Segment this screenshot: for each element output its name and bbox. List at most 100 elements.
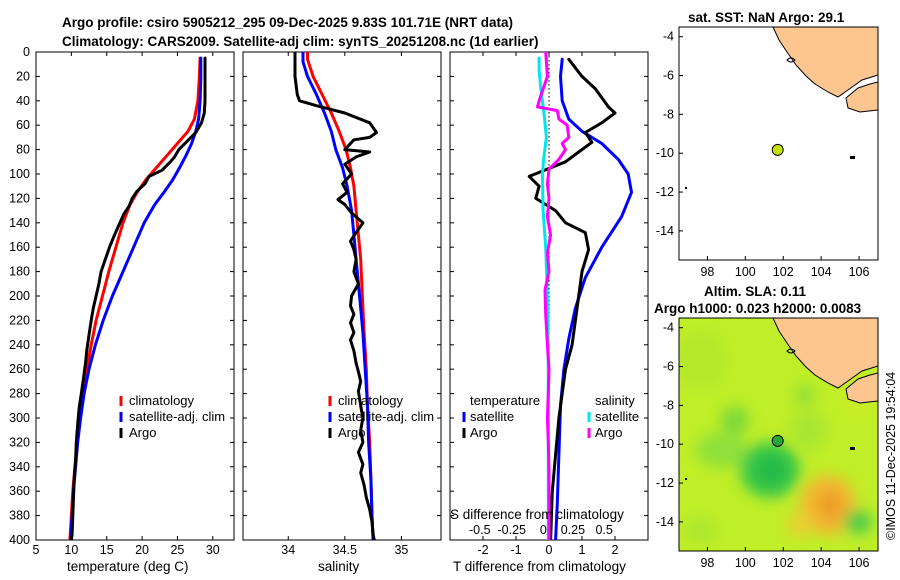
depth-tick-label: 160 (9, 240, 30, 254)
sst-map-frame (678, 26, 879, 261)
series-line-salinity-argo (536, 52, 571, 540)
depth-tick-label: 140 (9, 216, 30, 230)
x-tick-label: 25 (170, 543, 184, 557)
lat-tick-label: -6 (663, 360, 674, 374)
cocos-island (685, 187, 687, 189)
x-tick-label: 20 (135, 543, 149, 557)
depth-tick-label: 280 (9, 387, 30, 401)
lat-tick-label: -10 (656, 437, 674, 451)
salinity-legend: climatology satellite-adj. clim Argo (328, 393, 434, 440)
x-tick-label: 30 (206, 543, 220, 557)
lat-tick-label: -12 (656, 476, 674, 490)
x-tick-label: 35 (394, 543, 408, 557)
depth-tick-label: 300 (9, 411, 30, 425)
lat-tick-label: -4 (663, 321, 674, 335)
lat-tick-label: -12 (656, 185, 674, 199)
map2-title-line1: Altim. SLA: 0.11 (704, 284, 807, 299)
lat-tick-label: -6 (663, 69, 674, 83)
series-line-temperature-argo (527, 57, 617, 540)
x-tick-label: 10 (64, 543, 78, 557)
x-tick-label: 15 (100, 543, 114, 557)
series-line-argo (69, 56, 207, 540)
lat-tick-label: -14 (656, 224, 674, 238)
depth-tick-label: 200 (9, 289, 30, 303)
legend-argo: Argo (338, 425, 365, 440)
x-tick-label: 34.5 (333, 543, 357, 557)
temperature-panel: 0 20 40 60 80 100 120 140 160 180 200 220 240 260 280 3… (9, 45, 235, 574)
depth-tick-labels: 0 20 40 60 80 100 120 140 160 180 200 220 240 260 280 3… (9, 45, 234, 547)
depth-tick-label: 120 (9, 191, 30, 205)
depth-tick-label: 180 (9, 265, 30, 279)
lon-tick-label: 106 (849, 556, 870, 570)
lon-tick-label: 106 (849, 265, 870, 279)
x-tick-label: -1 (510, 543, 521, 557)
cocos-island (685, 478, 687, 480)
sst-map: 98 100 102 104 106 -4 -6 -8 -10 -12 -14 (656, 26, 879, 279)
lon-tick-label: 98 (700, 556, 714, 570)
lat-tick-label: -14 (656, 515, 674, 529)
depth-tick-label: 40 (16, 94, 30, 108)
sumatra-land (772, 318, 878, 389)
lon-tick-label: 104 (811, 556, 832, 570)
depth-tick-label: 340 (9, 460, 30, 474)
depth-tick-label: 220 (9, 313, 30, 327)
salinity-lines (293, 52, 378, 540)
lat-tick-label: -8 (663, 107, 674, 121)
depth-tick-label: 320 (9, 435, 30, 449)
salinity-y-ticks (243, 51, 441, 541)
lon-tick-label: 100 (735, 265, 756, 279)
temperature-axes-box (35, 51, 235, 541)
salinity-x-ticks: 34 34.5 35 (281, 52, 408, 557)
legend-temperature-header: temperature (470, 393, 540, 408)
sumatra-land (772, 27, 878, 98)
lon-tick-label: 104 (811, 265, 832, 279)
map2-title-line2: Argo h1000: 0.023 h2000: 0.0083 (654, 301, 862, 316)
legend-argo: Argo (129, 425, 156, 440)
sla-map-ticks: 98 100 102 104 106 -4 -6 -8 -10 -12 -14 (656, 321, 870, 570)
legend-salinity-header: salinity (595, 393, 635, 408)
legend-temp-satellite: satellite (470, 409, 514, 424)
legend-temp-argo: Argo (470, 425, 497, 440)
difference-legend: temperature satellite Argo salinity sate… (462, 393, 639, 440)
java-land (845, 372, 878, 404)
sla-field (679, 318, 878, 551)
temperature-lines (68, 56, 207, 540)
legend-climatology: climatology (338, 393, 404, 408)
difference-x-ticks: -2 -1 0 1 2 (477, 52, 619, 557)
salinity-xlabel: salinity (318, 559, 360, 574)
difference-xlabel: T difference from climatology (453, 559, 626, 574)
series-line-argo (293, 52, 378, 540)
depth-tick-label: 240 (9, 338, 30, 352)
depth-tick-label: 260 (9, 362, 30, 376)
depth-tick-label: 360 (9, 484, 30, 498)
difference-lines (527, 52, 633, 540)
main-title-line1: Argo profile: csiro 5905212_295 09-Dec-2… (62, 15, 513, 30)
x-tick-label: 2 (612, 543, 619, 557)
map1-title: sat. SST: NaN Argo: 29.1 (688, 10, 845, 25)
x-tick-label: 5 (33, 543, 40, 557)
depth-tick-label: 80 (16, 143, 30, 157)
salinity-axes-box (242, 51, 442, 541)
lon-tick-label: 102 (773, 556, 794, 570)
lon-tick-label: 102 (773, 265, 794, 279)
lon-tick-label: 98 (700, 265, 714, 279)
sst-map-land (685, 27, 878, 189)
java-land (845, 81, 878, 113)
s-difference-label: S difference from climatology (450, 507, 624, 522)
temperature-x-ticks: 5 10 15 20 25 30 (33, 52, 220, 557)
x-tick-label: 34 (281, 543, 295, 557)
legend-sal-argo: Argo (595, 425, 622, 440)
x-tick-label: 0 (546, 543, 553, 557)
lat-tick-label: -4 (663, 30, 674, 44)
depth-tick-label: 400 (9, 533, 30, 547)
depth-tick-label: 380 (9, 509, 30, 523)
legend-climatology: climatology (129, 393, 195, 408)
x-tick-label: 1 (579, 543, 586, 557)
island-outline (786, 348, 796, 354)
salinity-panel: 34 34.5 35 salinity climatology satellite-… (242, 51, 442, 574)
depth-tick-label: 100 (9, 167, 30, 181)
island-outline (786, 57, 796, 63)
depth-tick-label: 60 (16, 118, 30, 132)
argo-location-marker (771, 434, 784, 447)
